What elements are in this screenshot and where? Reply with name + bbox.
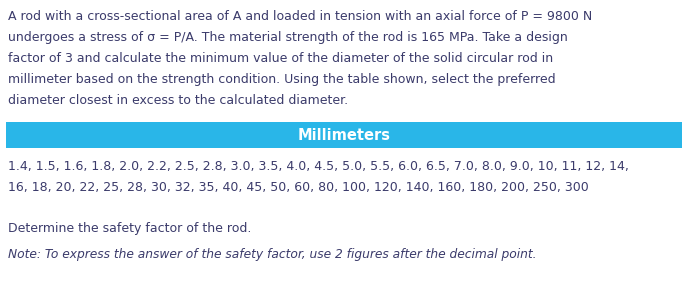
Text: Note: To express the answer of the safety factor, use 2 figures after the decima: Note: To express the answer of the safet… xyxy=(8,248,537,261)
Text: 16, 18, 20, 22, 25, 28, 30, 32, 35, 40, 45, 50, 60, 80, 100, 120, 140, 160, 180,: 16, 18, 20, 22, 25, 28, 30, 32, 35, 40, … xyxy=(8,181,589,194)
Text: millimeter based on the strength condition. Using the table shown, select the pr: millimeter based on the strength conditi… xyxy=(8,73,556,86)
Text: undergoes a stress of σ = P/A. The material strength of the rod is 165 MPa. Take: undergoes a stress of σ = P/A. The mater… xyxy=(8,31,568,44)
Text: diameter closest in excess to the calculated diameter.: diameter closest in excess to the calcul… xyxy=(8,94,348,107)
Text: A rod with a cross-sectional area of A and loaded in tension with an axial force: A rod with a cross-sectional area of A a… xyxy=(8,10,592,23)
Text: 1.4, 1.5, 1.6, 1.8, 2.0, 2.2, 2.5, 2.8, 3.0, 3.5, 4.0, 4.5, 5.0, 5.5, 6.0, 6.5, : 1.4, 1.5, 1.6, 1.8, 2.0, 2.2, 2.5, 2.8, … xyxy=(8,160,629,173)
Bar xyxy=(6,122,682,148)
Text: Millimeters: Millimeters xyxy=(297,128,391,142)
Text: factor of 3 and calculate the minimum value of the diameter of the solid circula: factor of 3 and calculate the minimum va… xyxy=(8,52,553,65)
Text: Determine the safety factor of the rod.: Determine the safety factor of the rod. xyxy=(8,222,251,235)
